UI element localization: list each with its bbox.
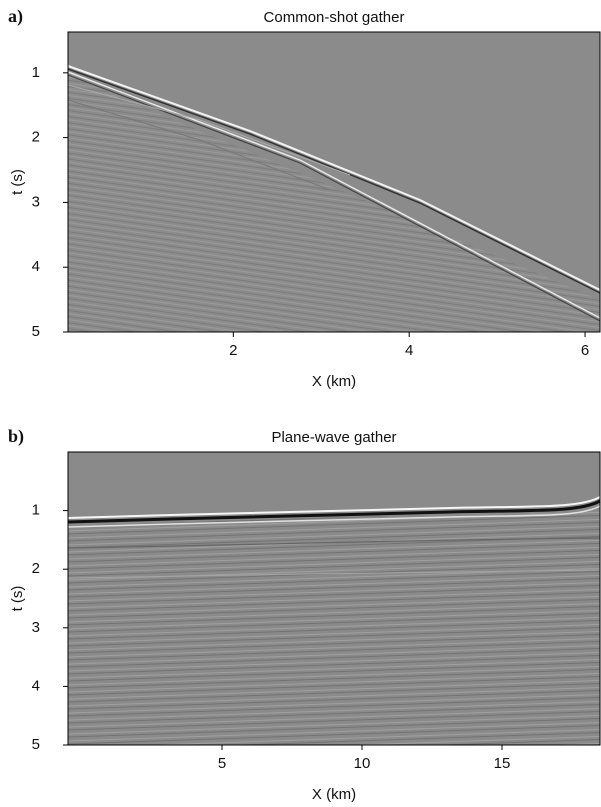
chart-title: Plane-wave gather bbox=[271, 429, 396, 446]
x-axis-label: X (km) bbox=[312, 786, 356, 803]
x-tick-label: 6 bbox=[581, 342, 589, 359]
x-tick-label: 2 bbox=[229, 342, 237, 359]
seismic-image bbox=[67, 32, 601, 332]
y-tick-label: 1 bbox=[32, 502, 40, 519]
plot-frame bbox=[67, 451, 601, 746]
y-tick-label: 2 bbox=[32, 560, 40, 577]
chart-title: Common-shot gather bbox=[264, 9, 405, 26]
plot-frame bbox=[67, 31, 601, 333]
panel-label: b) bbox=[8, 426, 24, 447]
panel-label: a) bbox=[8, 6, 23, 27]
y-tick-label: 3 bbox=[32, 193, 40, 210]
x-tick-label: 4 bbox=[405, 342, 413, 359]
x-tick-label: 5 bbox=[218, 755, 226, 772]
seismic-image bbox=[67, 452, 601, 745]
x-axis-label: X (km) bbox=[312, 373, 356, 390]
y-tick-label: 5 bbox=[32, 736, 40, 753]
y-axis-label: t (s) bbox=[9, 586, 26, 612]
x-tick-label: 10 bbox=[354, 755, 371, 772]
y-tick-label: 4 bbox=[32, 258, 40, 275]
x-tick-label: 15 bbox=[494, 755, 511, 772]
y-tick-label: 5 bbox=[32, 323, 40, 340]
y-tick-label: 3 bbox=[32, 619, 40, 636]
y-tick-label: 4 bbox=[32, 677, 40, 694]
y-tick-label: 1 bbox=[32, 64, 40, 81]
y-tick-label: 2 bbox=[32, 129, 40, 146]
y-axis-label: t (s) bbox=[9, 169, 26, 195]
